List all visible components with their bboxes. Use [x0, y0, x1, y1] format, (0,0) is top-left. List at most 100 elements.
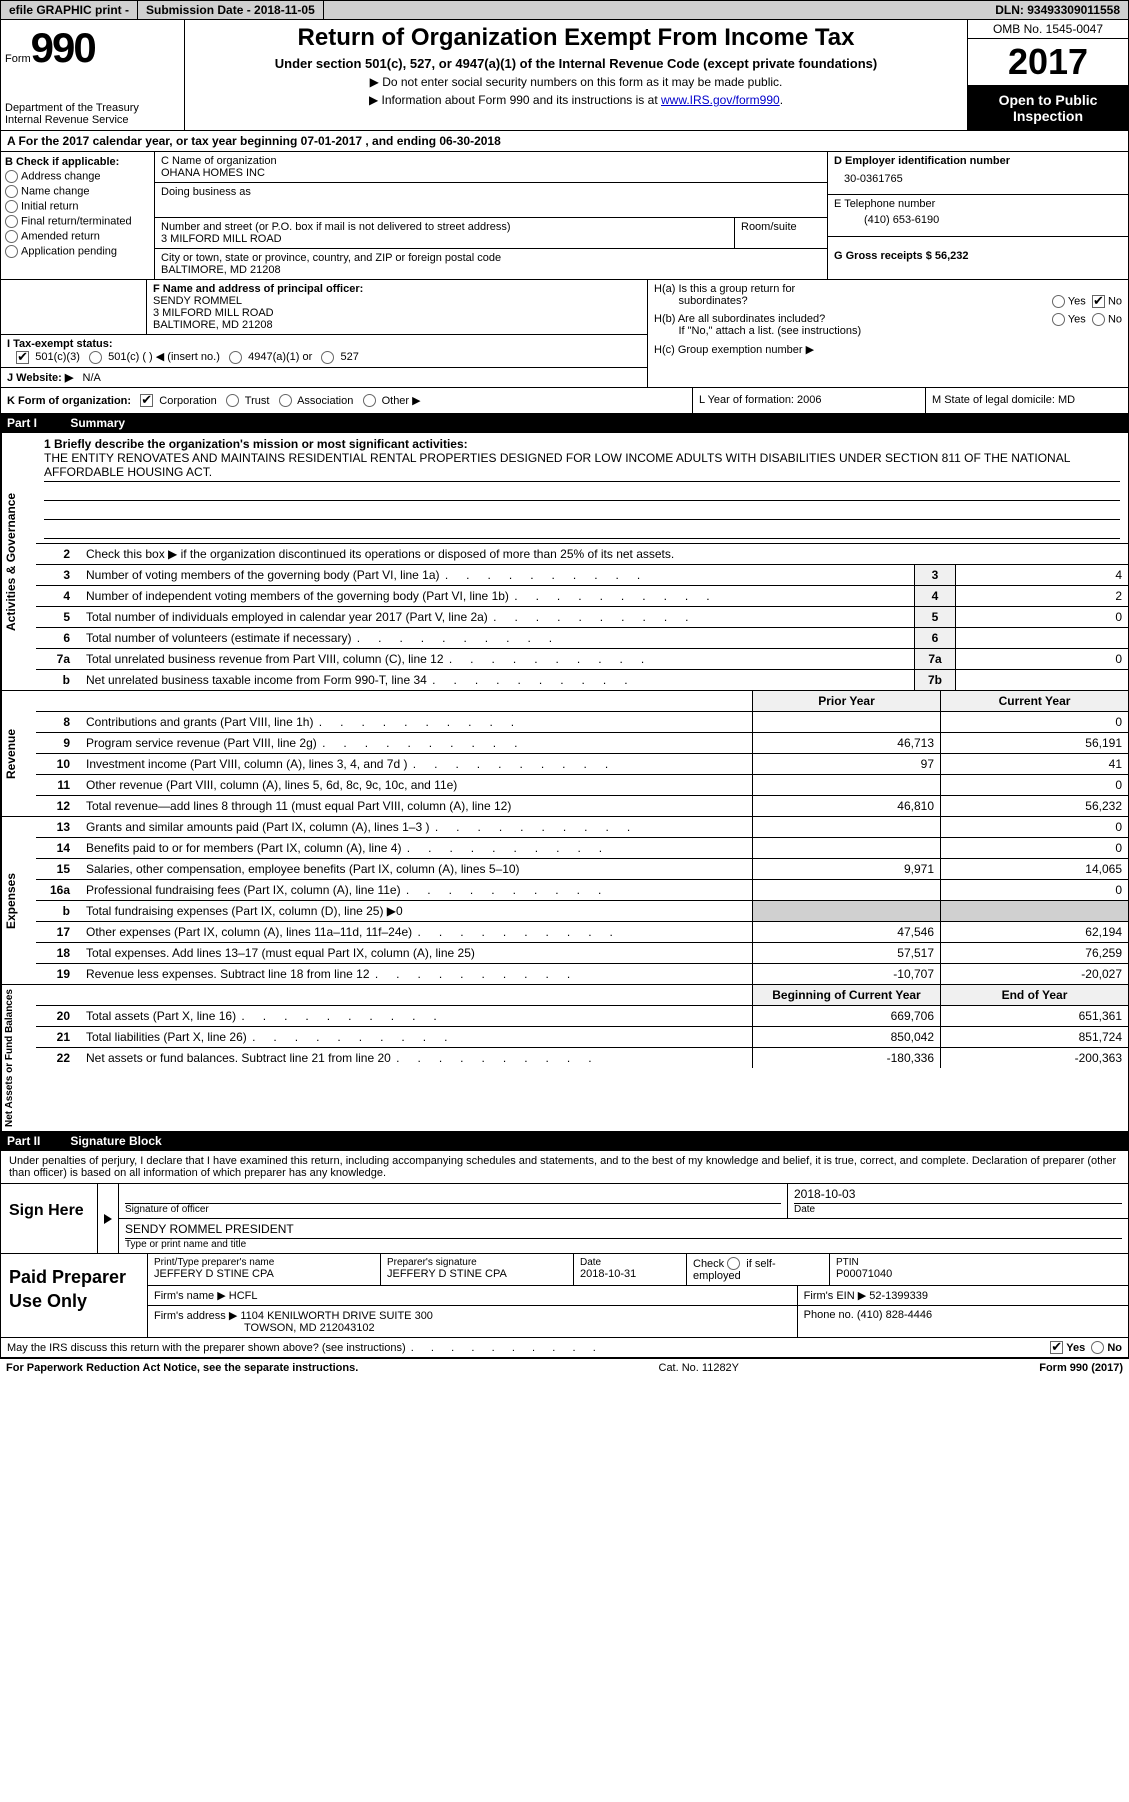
- officer-name: SENDY ROMMEL: [153, 295, 363, 307]
- cb-app-pending[interactable]: [5, 245, 18, 258]
- lbl-4947: 4947(a)(1) or: [248, 351, 312, 363]
- officer-name-title: SENDY ROMMEL PRESIDENT: [125, 1222, 1122, 1239]
- street-label: Number and street (or P.O. box if mail i…: [161, 221, 728, 233]
- line-4-val: 2: [956, 586, 1129, 607]
- cb-ha-no[interactable]: [1092, 295, 1105, 308]
- website-label: J Website: ▶: [7, 372, 73, 384]
- cb-ha-yes[interactable]: [1052, 295, 1065, 308]
- cb-other[interactable]: [363, 394, 376, 407]
- line-3-val: 4: [956, 565, 1129, 586]
- exp-14-cy: 0: [941, 838, 1129, 859]
- net-assets-table: Beginning of Current YearEnd of Year 20T…: [36, 985, 1128, 1068]
- cb-final-return[interactable]: [5, 215, 18, 228]
- form-number: 990: [31, 24, 95, 71]
- tel-value: (410) 653-6190: [834, 210, 1122, 226]
- note-ssn: ▶ Do not enter social security numbers o…: [195, 75, 957, 89]
- section-bcd: B Check if applicable: Address change Na…: [0, 152, 1129, 280]
- cb-trust[interactable]: [226, 394, 239, 407]
- cb-501c3[interactable]: [16, 351, 29, 364]
- lbl-assoc: Association: [297, 395, 353, 407]
- note-info-text: ▶ Information about Form 990 and its ins…: [369, 93, 661, 107]
- cb-527[interactable]: [321, 351, 334, 364]
- na-20-cy: 651,361: [941, 1006, 1129, 1027]
- form-label: Form: [5, 53, 31, 65]
- firm-ein: 52-1399339: [869, 1290, 928, 1302]
- cb-initial-return[interactable]: [5, 200, 18, 213]
- cat-no: Cat. No. 11282Y: [358, 1362, 1039, 1374]
- exp-15-cy: 14,065: [941, 859, 1129, 880]
- cb-amended[interactable]: [5, 230, 18, 243]
- rev-8-n: 8: [36, 712, 80, 733]
- na-20-py: 669,706: [753, 1006, 941, 1027]
- exp-16a-cy: 0: [941, 880, 1129, 901]
- lbl-527: 527: [341, 351, 359, 363]
- officer-addr1: 3 MILFORD MILL ROAD: [153, 307, 363, 319]
- city-value: BALTIMORE, MD 21208: [161, 264, 821, 276]
- hc-label: H(c) Group exemption number ▶: [648, 340, 1128, 359]
- firm-ein-label: Firm's EIN ▶: [804, 1290, 867, 1302]
- exp-13-py: [753, 817, 941, 838]
- part-2-title: Signature Block: [70, 1134, 161, 1148]
- rev-10-d: Investment income (Part VIII, column (A)…: [80, 754, 753, 775]
- governance-table: 2 Check this box ▶ if the organization di…: [36, 543, 1128, 690]
- rev-11-d: Other revenue (Part VIII, column (A), li…: [80, 775, 753, 796]
- cb-hb-no[interactable]: [1092, 313, 1105, 326]
- line-7a-desc: Total unrelated business revenue from Pa…: [80, 649, 915, 670]
- cb-discuss-no[interactable]: [1091, 1341, 1104, 1354]
- lbl-other: Other ▶: [382, 395, 421, 407]
- dba-label: Doing business as: [161, 186, 821, 198]
- cb-hb-yes[interactable]: [1052, 313, 1065, 326]
- paperwork-notice: For Paperwork Reduction Act Notice, see …: [6, 1362, 358, 1374]
- rev-9-cy: 56,191: [941, 733, 1129, 754]
- col-b-checkboxes: B Check if applicable: Address change Na…: [1, 152, 155, 279]
- prep-sig-label: Preparer's signature: [387, 1257, 567, 1268]
- blank-line-2: [44, 503, 1120, 520]
- firm-addr-label: Firm's address ▶: [154, 1310, 237, 1322]
- officer-label: F Name and address of principal officer:: [153, 283, 363, 295]
- vlabel-activities: Activities & Governance: [1, 433, 36, 690]
- part-2-num: Part II: [7, 1134, 67, 1148]
- rev-11-py: [753, 775, 941, 796]
- exp-19-cy: -20,027: [941, 964, 1129, 985]
- rev-8-py: [753, 712, 941, 733]
- rev-10-n: 10: [36, 754, 80, 775]
- cb-501c[interactable]: [89, 351, 102, 364]
- net-assets-section: Net Assets or Fund Balances Beginning of…: [0, 985, 1129, 1132]
- paid-preparer-block: Paid Preparer Use Only Print/Type prepar…: [0, 1254, 1129, 1338]
- cb-4947[interactable]: [229, 351, 242, 364]
- hdr-prior-year: Prior Year: [753, 691, 941, 712]
- cb-self-employed[interactable]: [727, 1257, 740, 1270]
- hdr-eoy: End of Year: [941, 985, 1129, 1006]
- officer-signature-field[interactable]: [125, 1187, 781, 1204]
- exp-17-py: 47,546: [753, 922, 941, 943]
- note-info: ▶ Information about Form 990 and its ins…: [195, 93, 957, 107]
- cb-name-change[interactable]: [5, 185, 18, 198]
- discuss-text: May the IRS discuss this return with the…: [7, 1342, 598, 1354]
- cb-address-change[interactable]: [5, 170, 18, 183]
- ein-value: 30-0361765: [834, 167, 1122, 185]
- form-title: Return of Organization Exempt From Incom…: [195, 24, 957, 52]
- ptin-label: PTIN: [836, 1257, 1122, 1268]
- line-6-desc: Total number of volunteers (estimate if …: [80, 628, 915, 649]
- line-6-box: 6: [915, 628, 956, 649]
- exp-14-d: Benefits paid to or for members (Part IX…: [80, 838, 753, 859]
- line-7b-box: 7b: [915, 670, 956, 691]
- exp-18-n: 18: [36, 943, 80, 964]
- line-2: Check this box ▶ if the organization dis…: [80, 544, 1128, 565]
- irs-link[interactable]: www.IRS.gov/form990: [661, 93, 780, 107]
- efile-print[interactable]: efile GRAPHIC print -: [1, 1, 138, 19]
- dept-treasury: Department of the Treasury: [5, 102, 180, 114]
- line-5-val: 0: [956, 607, 1129, 628]
- exp-18-cy: 76,259: [941, 943, 1129, 964]
- cb-corp[interactable]: [140, 394, 153, 407]
- k-label: K Form of organization:: [7, 395, 131, 407]
- lbl-no: No: [1108, 295, 1122, 307]
- officer-addr2: BALTIMORE, MD 21208: [153, 319, 363, 331]
- omb-number: OMB No. 1545-0047: [968, 20, 1128, 39]
- cb-assoc[interactable]: [279, 394, 292, 407]
- cb-discuss-yes[interactable]: [1050, 1341, 1063, 1354]
- line-1-label: 1 Briefly describe the organization's mi…: [44, 437, 1120, 451]
- rev-8-cy: 0: [941, 712, 1129, 733]
- lbl-501c: 501(c) ( ) ◀ (insert no.): [108, 351, 220, 363]
- form-subtitle: Under section 501(c), 527, or 4947(a)(1)…: [195, 56, 957, 71]
